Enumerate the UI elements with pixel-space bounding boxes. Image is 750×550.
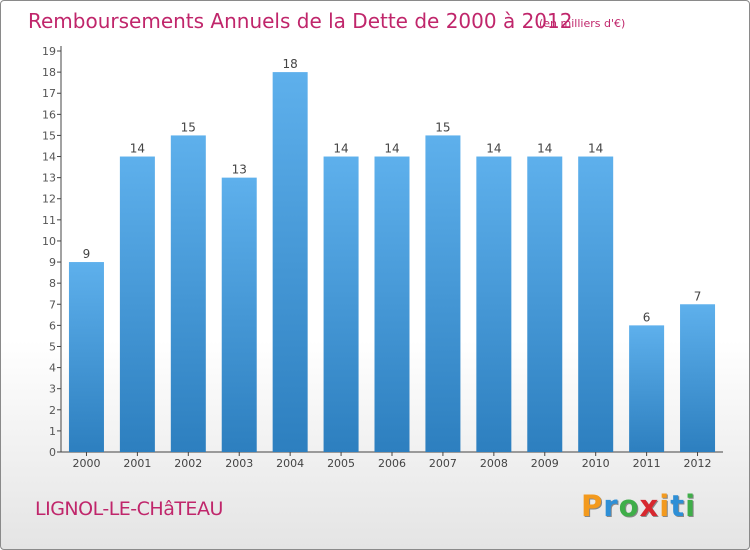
logo-letter: o (618, 489, 640, 523)
bar-value-label: 14 (537, 142, 552, 156)
bar-value-label: 14 (486, 142, 501, 156)
bar (476, 156, 512, 453)
bar-value-label: 15 (435, 120, 450, 134)
proxiti-logo: Proxiti (581, 489, 696, 523)
bar (221, 177, 257, 452)
chart-title: Remboursements Annuels de la Dette de 20… (28, 9, 573, 33)
bar-value-label: 14 (130, 142, 145, 156)
y-tick-label: 2 (49, 404, 56, 417)
bar-value-label: 9 (83, 247, 91, 261)
bar (425, 135, 461, 452)
bar (578, 156, 614, 453)
y-tick-label: 5 (49, 340, 56, 353)
x-tick-label: 2001 (123, 457, 151, 470)
x-tick-label: 2008 (480, 457, 508, 470)
x-tick-label: 2009 (531, 457, 559, 470)
y-tick-label: 0 (49, 446, 56, 459)
x-tick-label: 2012 (684, 457, 712, 470)
y-tick-label: 3 (49, 383, 56, 396)
x-tick-label: 2002 (174, 457, 202, 470)
y-tick-label: 12 (42, 193, 56, 206)
y-tick-label: 14 (42, 151, 56, 164)
y-tick-label: 8 (49, 277, 56, 290)
x-tick-label: 2007 (429, 457, 457, 470)
bar-value-label: 13 (232, 163, 247, 177)
bar-value-label: 6 (643, 310, 651, 324)
bar-value-label: 15 (181, 120, 196, 134)
y-tick-label: 10 (42, 235, 56, 248)
bar-value-label: 14 (384, 142, 399, 156)
y-tick-label: 9 (49, 256, 56, 269)
chart-labels: 9 2000 14 2001 15 2002 13 2003 18 2004 14 2005 14 200… (72, 57, 711, 470)
bar-value-label: 14 (588, 142, 603, 156)
bar (68, 262, 104, 452)
x-tick-label: 2005 (327, 457, 355, 470)
commune-name: LIGNOL-LE-CHâTEAU (35, 498, 223, 520)
chart-bars (68, 72, 716, 453)
bar (374, 156, 410, 453)
logo-letter: r (603, 489, 619, 523)
x-tick-label: 2003 (225, 457, 253, 470)
y-tick-label: 17 (42, 87, 56, 100)
bar (170, 135, 206, 452)
y-tick-label: 19 (42, 45, 56, 58)
logo-letter: P (581, 489, 604, 523)
logo-letter: i (685, 489, 697, 523)
bar-value-label: 14 (333, 142, 348, 156)
x-tick-label: 2006 (378, 457, 406, 470)
bar (527, 156, 563, 453)
bar (323, 156, 359, 453)
bar (119, 156, 155, 453)
x-tick-label: 2000 (72, 457, 100, 470)
bar (272, 72, 308, 453)
bar (629, 325, 665, 452)
y-tick-label: 11 (42, 214, 56, 227)
y-tick-label: 1 (49, 425, 56, 438)
y-tick-label: 7 (49, 298, 56, 311)
x-tick-label: 2010 (582, 457, 610, 470)
y-tick-label: 15 (42, 129, 56, 142)
y-tick-label: 6 (49, 319, 56, 332)
x-tick-label: 2011 (633, 457, 661, 470)
logo-letter: i (659, 489, 671, 523)
bar (680, 304, 716, 452)
y-tick-label: 13 (42, 172, 56, 185)
bar-value-label: 18 (283, 57, 298, 71)
logo-letter: t (670, 489, 686, 523)
y-tick-label: 16 (42, 108, 56, 121)
x-tick-label: 2004 (276, 457, 304, 470)
bar-value-label: 7 (694, 289, 702, 303)
chart-unit-label: (en milliers d'€) (539, 17, 626, 30)
y-tick-label: 18 (42, 66, 56, 79)
y-tick-label: 4 (49, 362, 56, 375)
logo-letter: x (639, 489, 660, 523)
